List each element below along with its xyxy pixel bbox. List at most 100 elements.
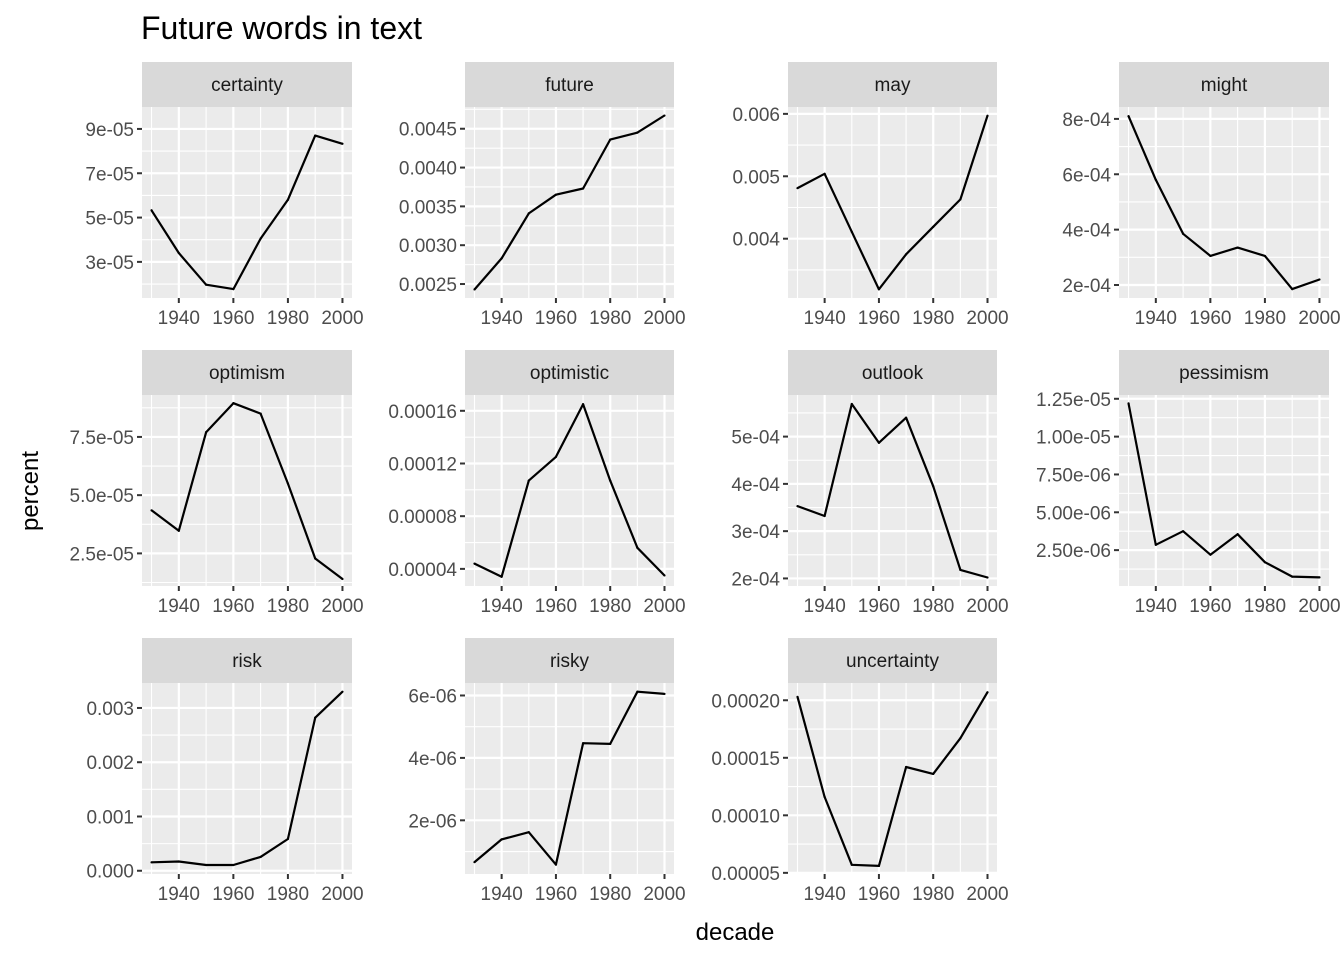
y-tick-label: 5.0e-05 [70,486,134,507]
x-tick-label: 1960 [535,884,577,905]
y-tick-label: 0.00010 [711,806,780,827]
panel-background [142,395,352,586]
x-tick-label: 1940 [804,308,846,329]
chart-title: Future words in text [141,10,422,46]
facet-might: might 1940 1960 1980 2000 2e-04 4e-04 6e-04 8e-0… [1062,62,1341,329]
facet-panels: certainty 1940 1960 1980 2000 3e-05 5e-05 7e-05… [70,62,1341,905]
y-tick-label: 0.002 [86,753,134,774]
data-point [609,138,612,141]
y-tick-label: 0.004 [732,230,780,251]
data-point [796,187,799,190]
facet-strip-label: might [1201,75,1248,96]
data-point [1236,533,1239,536]
data-point [204,283,208,286]
series-line-optimistic [474,403,666,578]
x-tick-label: 1940 [804,884,846,905]
data-point [932,772,935,775]
data-point [932,225,935,228]
facet-strip [465,350,674,395]
data-point [796,505,799,508]
data-point [232,863,235,867]
panel-background [788,107,997,298]
data-point [150,861,153,864]
y-tick-label: 0.00016 [388,402,457,423]
x-tick-label: 2000 [966,884,1008,905]
series-line-may [796,115,989,291]
series-line-certainty [150,134,343,291]
data-point [636,546,639,549]
data-point [636,690,639,693]
data-point [177,529,180,532]
y-tick-label: 0.00008 [388,507,457,528]
data-point [341,690,344,693]
data-point [341,142,344,145]
data-point [527,479,530,482]
data-point [959,198,962,201]
facet-strip-label: optimism [209,363,285,384]
x-tick-label: 1960 [535,596,577,617]
y-tick-label: 0.0030 [399,236,457,257]
y-tick-label: 0.00015 [711,749,780,770]
data-point [663,574,666,577]
facet-strip-label: outlook [862,363,924,384]
y-tick-label: 0.003 [86,699,134,720]
panel-background [142,107,352,298]
facet-strip [142,350,352,395]
data-point [150,509,153,512]
data-point [1263,561,1267,564]
data-point [232,402,235,405]
panel-background [465,107,674,298]
facet-strip-label: future [545,75,594,96]
data-point [500,257,503,260]
facet-strip [142,62,352,107]
x-tick-label: 1980 [1244,308,1286,329]
y-tick-label: 1.25e-05 [1036,390,1111,411]
data-point [286,837,290,841]
x-tick-label: 1960 [212,596,254,617]
series-line-risk [151,690,344,867]
data-point [527,212,530,215]
facet-strip [788,62,997,107]
data-point [341,577,344,581]
y-tick-label: 2e-04 [731,569,780,590]
data-point [286,482,290,485]
x-tick-label: 2000 [1298,596,1340,617]
data-point [500,838,503,841]
facet-strip [1119,62,1329,107]
y-tick-label: 8e-04 [1062,110,1111,131]
data-point [1127,115,1130,118]
y-tick-label: 7.50e-06 [1036,465,1111,486]
y-tick-label: 0.00005 [711,864,780,885]
facet-future: future 1940 1960 1980 2000 0.0025 0.0030 0.0035… [399,62,686,329]
facet-strip-label: certainty [211,75,283,96]
data-point [986,114,989,117]
data-point [1236,246,1239,249]
y-tick-label: 6e-04 [1062,165,1111,186]
series-line-outlook [797,402,988,579]
x-tick-label: 1940 [158,884,200,905]
y-tick-label: 2e-06 [408,811,457,832]
x-tick-label: 1960 [858,308,900,329]
data-point [204,431,208,434]
x-tick-label: 1980 [912,596,954,617]
y-tick-label: 1.00e-05 [1036,428,1111,449]
x-tick-label: 2000 [321,884,363,905]
y-tick-label: 0.00020 [711,691,780,712]
x-tick-label: 1940 [481,308,523,329]
x-tick-label: 2000 [966,308,1008,329]
data-point [609,479,612,482]
data-point [904,416,908,419]
data-point [581,403,585,406]
x-tick-label: 1940 [481,884,523,905]
y-tick-label: 2.50e-06 [1036,541,1111,562]
facet-strip [1119,350,1329,395]
data-point [1263,254,1267,258]
facet-risk: risk 1940 1960 1980 2000 0.000 0.001 0.002 0.003 [86,638,364,905]
x-tick-label: 1980 [267,308,309,329]
facet-strip [465,638,674,683]
y-tick-label: 7.5e-05 [70,428,134,449]
data-point [1291,288,1294,291]
x-tick-label: 2000 [643,884,685,905]
data-point [850,402,853,406]
